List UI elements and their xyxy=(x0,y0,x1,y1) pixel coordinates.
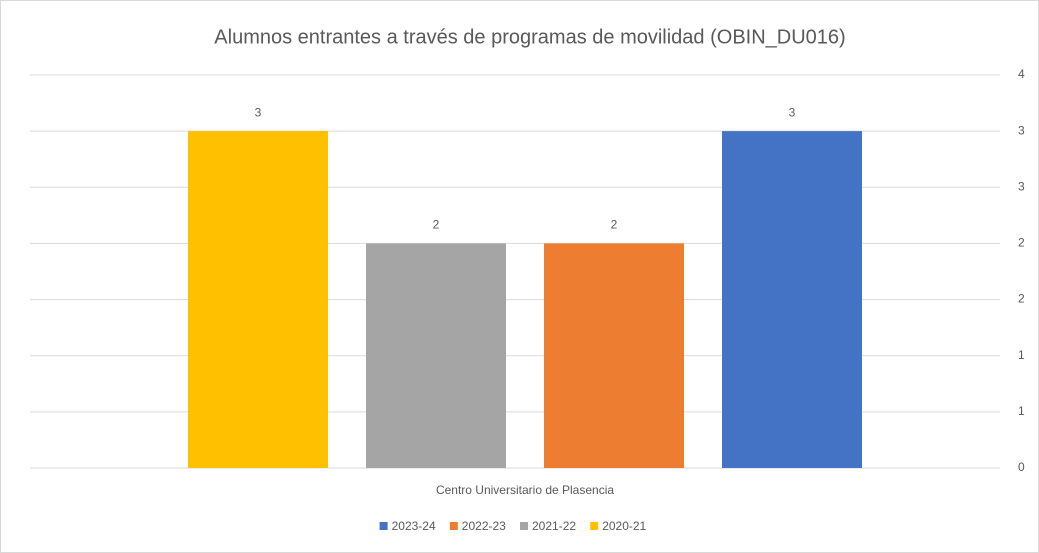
legend-swatch xyxy=(449,522,458,530)
y-tick-label: 3 xyxy=(1018,123,1025,137)
bar xyxy=(366,243,506,468)
bar xyxy=(544,243,684,468)
legend-label: 2021-22 xyxy=(532,519,576,533)
y-tick-label: 1 xyxy=(1018,404,1025,418)
y-tick-label: 1 xyxy=(1018,348,1025,362)
legend-swatch xyxy=(379,522,388,530)
legend-label: 2020-21 xyxy=(602,519,646,533)
x-tick-label: Centro Universitario de Plasencia xyxy=(436,483,614,497)
bar xyxy=(722,131,862,468)
chart-title: Alumnos entrantes a través de programas … xyxy=(214,26,845,48)
data-label: 2 xyxy=(433,218,440,232)
legend-label: 2023-24 xyxy=(392,519,436,533)
data-label: 3 xyxy=(789,105,796,119)
y-tick-label: 2 xyxy=(1018,236,1025,250)
y-tick-label: 2 xyxy=(1018,292,1025,306)
legend-label: 2022-23 xyxy=(462,519,506,533)
y-tick-label: 3 xyxy=(1018,179,1025,193)
legend-swatch xyxy=(520,522,528,530)
y-tick-label: 4 xyxy=(1018,67,1025,81)
bar xyxy=(188,131,328,468)
y-tick-label: 0 xyxy=(1018,460,1025,474)
data-label: 2 xyxy=(611,218,618,232)
data-label: 3 xyxy=(255,105,262,119)
legend-swatch xyxy=(590,522,599,530)
